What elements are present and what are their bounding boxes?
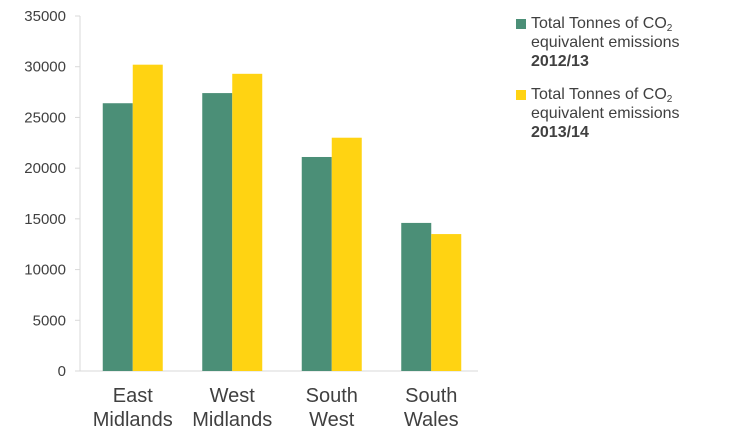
x-tick-label: East: [113, 385, 153, 407]
legend-label-year: 2013/14: [531, 124, 589, 141]
y-tick-label: 0: [58, 363, 66, 380]
y-tick-label: 25000: [24, 109, 66, 126]
bar-2012-13-2: [301, 156, 332, 371]
legend-swatch-2013-14: [516, 90, 526, 100]
legend-label-sub: 2: [666, 94, 673, 105]
legend-label-pre: Total Tonnes of CO: [531, 86, 667, 103]
legend-item-2013-14: Total Tonnes of CO2 equivalent emissions…: [516, 85, 731, 142]
legend-label-pre: Total Tonnes of CO: [531, 15, 667, 32]
legend-item-2012-13: Total Tonnes of CO2 equivalent emissions…: [516, 14, 731, 71]
y-tick-label: 15000: [24, 211, 66, 228]
x-tick-label: Midlands: [93, 409, 173, 431]
legend-label-mid: equivalent emissions: [531, 105, 680, 122]
legend-label-mid: equivalent emissions: [531, 34, 680, 51]
bar-2013-14-2: [331, 137, 362, 371]
y-tick-label: 10000: [24, 262, 66, 279]
x-tick-label: West: [309, 409, 355, 431]
legend-swatch-2012-13: [516, 19, 526, 29]
bar-2013-14-3: [431, 234, 462, 371]
bar-2012-13-1: [202, 93, 233, 371]
x-tick-label: Midlands: [192, 409, 272, 431]
bar-2012-13-3: [401, 222, 432, 371]
y-tick-label: 20000: [24, 160, 66, 177]
bar-2013-14-1: [232, 73, 263, 372]
x-tick-label: South: [306, 385, 358, 407]
bar-2012-13-0: [102, 103, 133, 371]
bar-chart: 05000100001500020000250003000035000EastM…: [24, 8, 478, 431]
bar-2013-14-0: [132, 64, 163, 371]
legend: Total Tonnes of CO2 equivalent emissions…: [516, 14, 731, 156]
y-tick-label: 35000: [24, 8, 66, 25]
x-tick-label: Wales: [404, 409, 459, 431]
legend-label-year: 2012/13: [531, 53, 589, 70]
legend-label-sub: 2: [666, 23, 673, 34]
x-tick-label: South: [405, 385, 457, 407]
y-tick-label: 5000: [33, 312, 66, 329]
x-tick-label: West: [210, 385, 256, 407]
y-tick-label: 30000: [24, 59, 66, 76]
